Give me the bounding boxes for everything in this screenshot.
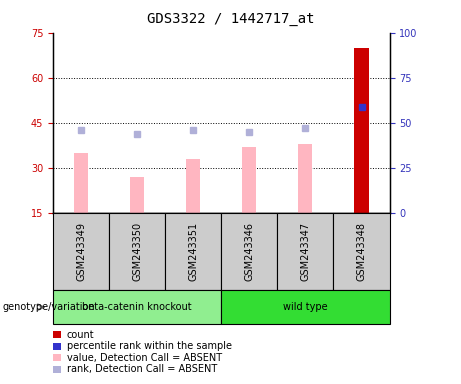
Bar [130, 177, 144, 213]
Text: beta-catenin knockout: beta-catenin knockout [83, 302, 192, 312]
Bar [186, 159, 200, 213]
Text: GSM243346: GSM243346 [244, 222, 254, 281]
Text: rank, Detection Call = ABSENT: rank, Detection Call = ABSENT [67, 364, 217, 374]
Text: wild type: wild type [283, 302, 328, 312]
Text: GSM243351: GSM243351 [188, 222, 198, 281]
Text: count: count [67, 330, 95, 340]
Text: value, Detection Call = ABSENT: value, Detection Call = ABSENT [67, 353, 222, 363]
Text: percentile rank within the sample: percentile rank within the sample [67, 341, 232, 351]
Text: GSM243350: GSM243350 [132, 222, 142, 281]
Bar [74, 153, 88, 213]
Text: genotype/variation: genotype/variation [2, 302, 95, 312]
Text: GSM243348: GSM243348 [356, 222, 366, 281]
Bar [298, 144, 313, 213]
Bar [355, 48, 368, 213]
Text: GDS3322 / 1442717_at: GDS3322 / 1442717_at [147, 12, 314, 25]
Text: GSM243347: GSM243347 [301, 222, 310, 281]
Bar [242, 147, 256, 213]
Text: GSM243349: GSM243349 [76, 222, 86, 281]
